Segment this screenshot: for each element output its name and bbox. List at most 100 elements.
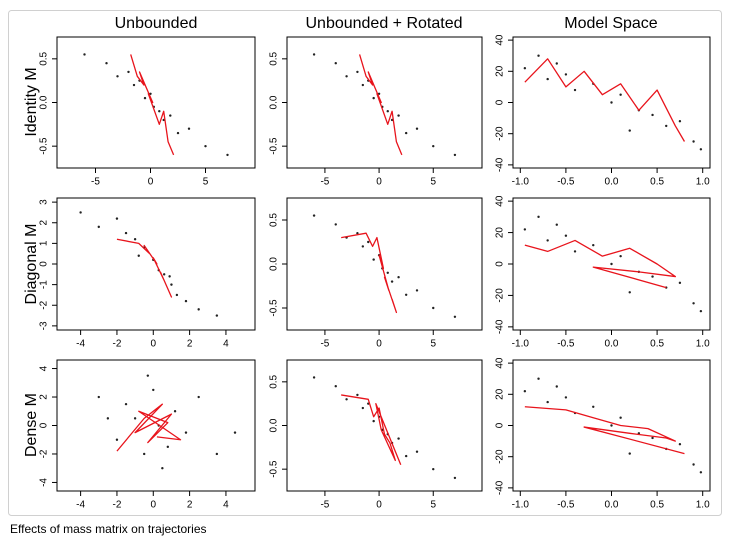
x-tick-label: 5 <box>430 177 436 188</box>
point <box>361 83 365 87</box>
point <box>619 416 622 419</box>
y-tick-label: -0.5 <box>39 137 50 155</box>
row-title: Dense M <box>23 393 40 457</box>
point <box>564 73 568 76</box>
column-title: Unbounded <box>115 15 198 32</box>
point <box>404 293 408 296</box>
x-tick-label: 0.0 <box>605 339 619 350</box>
point <box>152 388 155 392</box>
point <box>345 75 348 78</box>
y-tick-label: -1 <box>39 280 50 289</box>
x-tick-label: 0 <box>376 339 382 350</box>
y-tick-label: 0 <box>39 261 50 267</box>
point <box>432 306 435 310</box>
trajectory <box>341 232 398 314</box>
y-tick-label: 0.0 <box>269 418 280 432</box>
y-tick-label: 0.0 <box>39 95 50 109</box>
point <box>334 385 337 388</box>
point <box>133 417 137 420</box>
point <box>184 431 188 434</box>
point <box>651 275 654 278</box>
y-tick-label: 40 <box>495 34 506 46</box>
trajectory <box>116 403 182 452</box>
x-tick-label: -0.5 <box>557 177 575 188</box>
x-tick-label: -0.5 <box>557 339 575 350</box>
trajectory <box>130 54 175 156</box>
point <box>367 240 370 244</box>
point <box>168 275 171 278</box>
x-tick-label: 0.5 <box>650 500 664 511</box>
point <box>415 450 419 453</box>
column-title: Model Space <box>564 15 657 32</box>
x-tick-label: -5 <box>320 339 329 350</box>
point <box>142 452 146 456</box>
point <box>692 302 695 305</box>
point <box>397 114 400 117</box>
y-tick-label: 0.0 <box>269 95 280 109</box>
point <box>628 452 631 455</box>
x-tick-label: -1.0 <box>512 500 530 511</box>
point <box>115 217 119 220</box>
point <box>106 417 110 420</box>
y-tick-label: 0.5 <box>269 374 280 388</box>
point <box>187 127 191 130</box>
point <box>143 96 147 100</box>
x-tick-label: -5 <box>91 177 100 188</box>
trajectory <box>524 239 676 289</box>
point <box>197 308 200 311</box>
y-tick-label: 0 <box>495 261 506 267</box>
point <box>166 445 170 449</box>
point <box>564 396 568 399</box>
y-tick-label: 0 <box>495 422 506 428</box>
x-tick-label: 1.0 <box>696 500 710 511</box>
point <box>334 223 337 226</box>
y-tick-label: 40 <box>495 357 506 369</box>
point <box>537 377 540 380</box>
point <box>215 314 219 317</box>
point <box>651 113 654 117</box>
point <box>610 101 613 104</box>
point <box>610 262 613 266</box>
y-tick-label: 20 <box>495 227 506 239</box>
point <box>546 77 549 81</box>
point <box>215 452 219 456</box>
x-tick-label: 4 <box>223 339 229 350</box>
point <box>678 281 682 285</box>
x-tick-label: 0 <box>150 339 156 350</box>
y-tick-label: 0.5 <box>39 51 50 65</box>
point <box>546 400 549 404</box>
x-tick-label: -4 <box>76 500 85 511</box>
trajectory <box>524 58 686 142</box>
point <box>678 120 682 123</box>
y-tick-label: -2 <box>39 300 50 309</box>
point <box>132 83 136 87</box>
y-tick-label: 0.5 <box>269 51 280 65</box>
column-title: Unbounded + Rotated <box>305 15 462 32</box>
point <box>619 93 622 96</box>
y-tick-label: 2 <box>39 394 50 400</box>
point <box>665 124 668 128</box>
point <box>372 96 375 100</box>
row-title: Diagonal M <box>23 224 40 305</box>
caption: Effects of mass matrix on trajectories <box>10 522 207 536</box>
y-tick-label: -4 <box>39 478 50 487</box>
row-title: Identity M <box>23 67 40 136</box>
point <box>176 131 180 135</box>
point <box>453 153 457 157</box>
point <box>372 419 375 423</box>
point <box>312 53 316 56</box>
point <box>432 467 435 471</box>
y-tick-label: -20 <box>495 449 506 464</box>
x-tick-label: 5 <box>430 339 436 350</box>
point <box>610 424 613 427</box>
point <box>226 153 229 157</box>
trajectory <box>341 394 402 466</box>
point <box>573 250 577 253</box>
point <box>564 234 568 237</box>
x-tick-label: -5 <box>320 500 329 511</box>
point <box>453 476 457 480</box>
y-tick-label: 1 <box>39 240 50 246</box>
point <box>523 66 527 70</box>
trajectory <box>116 238 173 298</box>
